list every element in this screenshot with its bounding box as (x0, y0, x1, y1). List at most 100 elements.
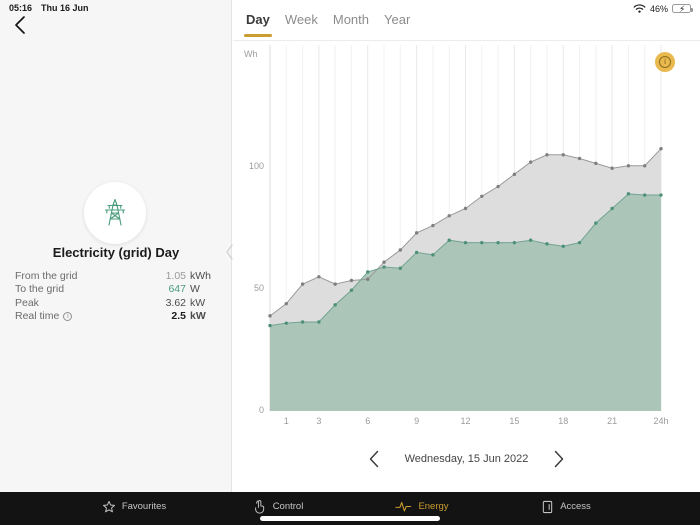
point-from-grid-total (545, 153, 549, 157)
info-icon[interactable]: i (63, 311, 73, 321)
chevron-left-icon (369, 450, 378, 468)
period-tabs: Day Week Month Year (244, 12, 411, 37)
x-axis-tick: 21 (607, 416, 618, 426)
battery-icon: ⚡ (672, 4, 693, 14)
point-consumption-green (545, 242, 549, 246)
y-axis-tick: 0 (258, 405, 264, 415)
nav-item-energy[interactable]: Energy (350, 500, 494, 513)
stats-list: From the grid 1.05 kWh To the grid 647 W… (15, 269, 216, 323)
star-icon (102, 500, 115, 512)
point-consumption-green (349, 288, 354, 292)
y-axis-tick: 100 (248, 161, 264, 171)
point-from-grid-total (333, 282, 337, 286)
tab-week[interactable]: Week (284, 12, 318, 27)
point-consumption-green (561, 244, 565, 248)
point-from-grid-total (561, 153, 565, 157)
bottom-navigation-bar: Favourites Control Energy Access (0, 492, 700, 525)
point-consumption-green (398, 266, 403, 270)
current-date-label: Wednesday, 15 Jun 2022 (404, 453, 529, 465)
chart-info-button[interactable]: i (655, 52, 675, 72)
x-axis-tick: 18 (558, 416, 569, 426)
chevron-right-icon (555, 450, 564, 468)
point-from-grid-total (512, 172, 517, 177)
point-from-grid-total (414, 231, 419, 235)
tab-day[interactable]: Day (244, 12, 272, 37)
point-from-grid-total (643, 164, 647, 168)
stat-unit: kW (190, 310, 206, 323)
point-from-grid-total (398, 248, 403, 252)
point-from-grid-total (447, 214, 451, 218)
point-consumption-green (610, 206, 614, 211)
point-from-grid-total (366, 277, 370, 281)
sidebar-panel: Electricity (grid) Day From the grid 1.0… (0, 0, 233, 492)
stat-value: 1.05 (165, 269, 186, 282)
stat-unit: kWh (190, 269, 211, 282)
tap-hand-icon (254, 500, 264, 514)
point-from-grid-total (268, 314, 272, 318)
point-from-grid-total (528, 160, 533, 164)
device-icon-circle[interactable] (84, 182, 146, 244)
previous-day-button[interactable] (369, 450, 379, 468)
point-consumption-green (643, 193, 647, 197)
point-consumption-green (594, 221, 598, 225)
energy-area-chart[interactable] (268, 45, 663, 411)
clock-time: 05:16 (9, 3, 33, 13)
chevron-left-icon (226, 244, 233, 260)
point-consumption-green (317, 320, 321, 324)
stat-row-to-grid: To the grid 647 W (15, 283, 216, 297)
power-pylon-icon (104, 198, 126, 226)
point-from-grid-total (577, 156, 582, 161)
chevron-left-icon (15, 16, 25, 34)
point-from-grid-total (594, 161, 598, 166)
point-consumption-green (284, 321, 288, 325)
tab-year[interactable]: Year (384, 12, 411, 27)
next-day-button[interactable] (554, 450, 564, 468)
stat-value: 647 (168, 283, 186, 296)
point-consumption-green (626, 192, 631, 196)
stat-label: To the grid (15, 283, 65, 296)
stat-row-peak: Peak 3.62 kW (15, 296, 216, 310)
x-axis-tick: 1 (283, 416, 289, 426)
point-from-grid-total (300, 282, 305, 286)
point-consumption-green (447, 238, 451, 242)
nav-item-access[interactable]: Access (494, 500, 638, 514)
point-consumption-green (659, 193, 663, 197)
point-consumption-green (512, 240, 517, 245)
tab-month[interactable]: Month (332, 12, 369, 27)
back-button[interactable] (14, 15, 26, 35)
panel-collapse-handle[interactable] (226, 244, 233, 260)
stat-row-real-time: Real time i 2.5 kW (15, 310, 216, 324)
point-consumption-green (528, 238, 533, 242)
point-consumption-green (268, 323, 272, 328)
x-axis-tick: 3 (316, 416, 322, 426)
home-indicator[interactable] (260, 516, 440, 521)
status-bar-left: 05:16 Thu 16 Jun (9, 3, 89, 13)
info-icon: i (659, 56, 671, 68)
stat-label: Real time (15, 310, 60, 323)
charging-bolt-icon: ⚡ (679, 4, 686, 14)
point-from-grid-total (463, 206, 468, 211)
point-consumption-green (333, 303, 337, 307)
stat-value: 2.5 (171, 310, 186, 323)
stat-label: Peak (15, 296, 39, 309)
x-axis-tick: 9 (414, 416, 420, 426)
point-consumption-green (496, 240, 500, 245)
x-axis-tick: 6 (365, 416, 371, 426)
status-bar-right: 46% ⚡ (633, 3, 693, 14)
stat-row-from-grid: From the grid 1.05 kWh (15, 269, 216, 283)
y-axis-unit-label: Wh (244, 49, 258, 59)
stat-unit: kW (190, 296, 206, 309)
point-consumption-green (577, 240, 582, 245)
point-consumption-green (463, 240, 468, 245)
point-consumption-green (366, 270, 370, 274)
point-from-grid-total (659, 147, 663, 151)
point-from-grid-total (431, 223, 435, 228)
point-consumption-green (480, 240, 484, 245)
battery-percent-label: 46% (649, 3, 668, 14)
nav-item-control[interactable]: Control (206, 499, 350, 514)
point-from-grid-total (284, 301, 288, 306)
point-consumption-green (431, 253, 435, 257)
y-axis-tick: 50 (253, 283, 264, 293)
header-divider (233, 40, 700, 41)
nav-item-favourites[interactable]: Favourites (62, 500, 206, 514)
